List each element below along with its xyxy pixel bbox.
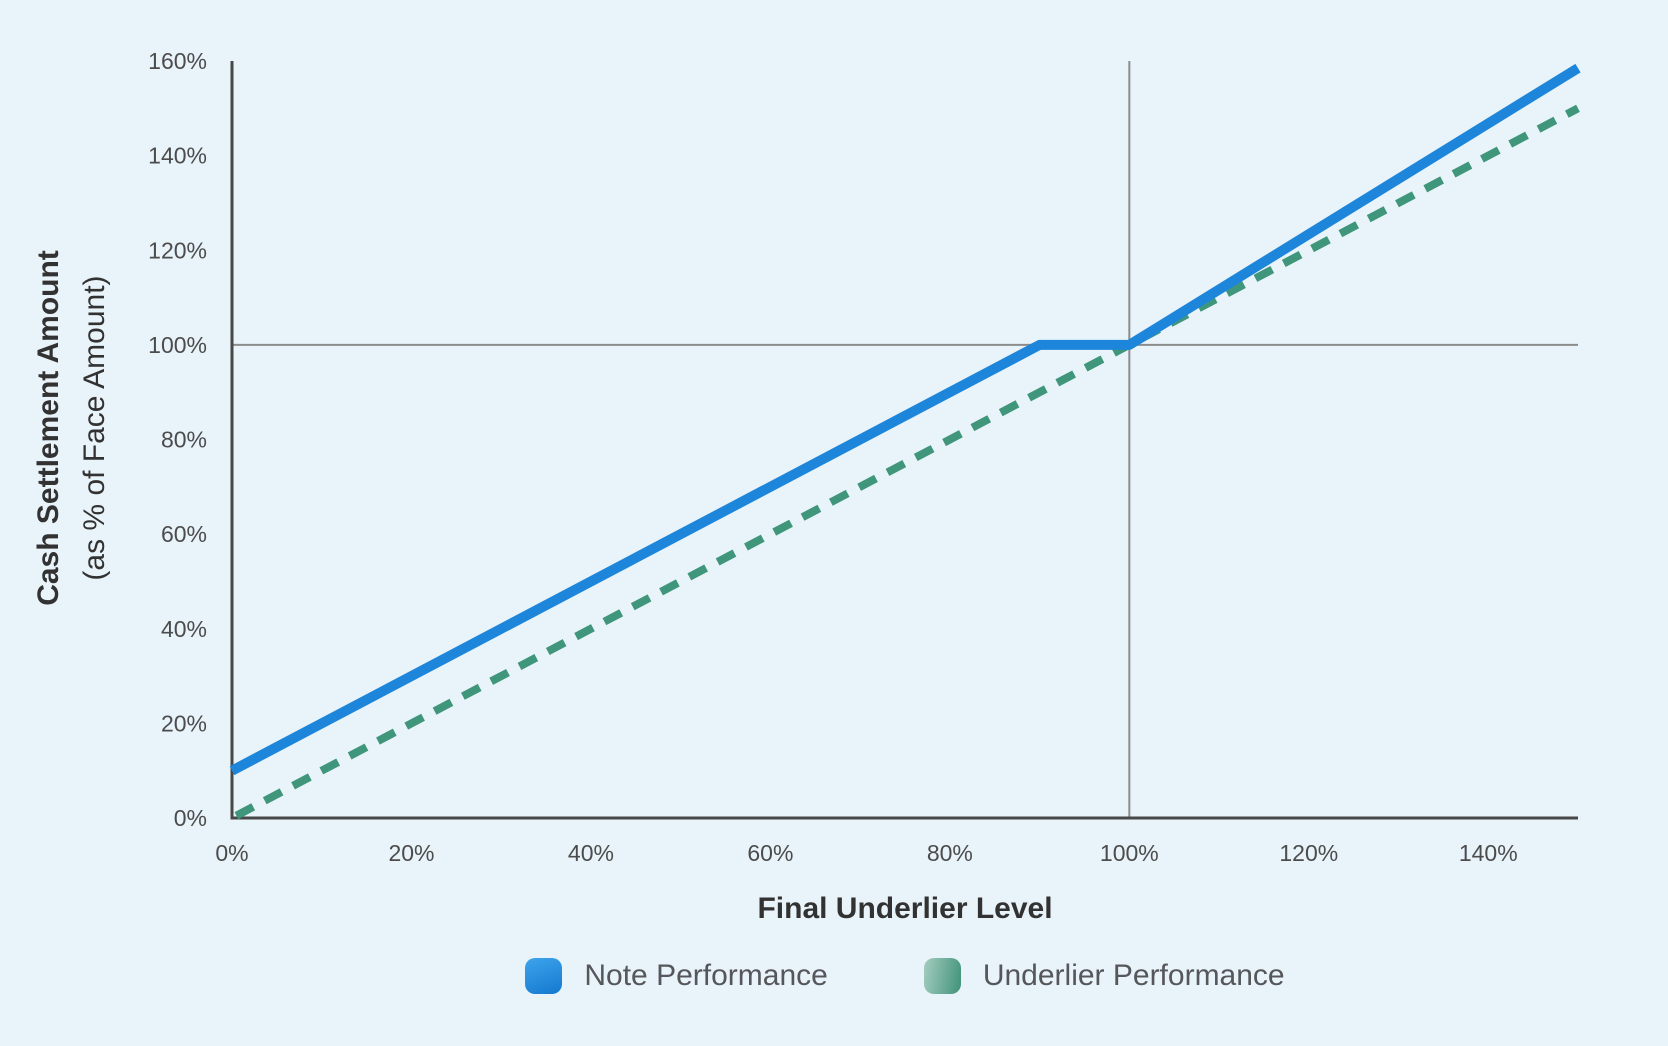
axis-lines [230, 61, 1578, 820]
note-performance-line [229, 63, 1581, 776]
x-tick-label: 140% [1459, 840, 1518, 866]
x-tick-label: 100% [1100, 840, 1159, 866]
x-tick-label: 40% [568, 840, 614, 866]
legend-label-note-performance: Note Performance [584, 959, 828, 992]
y-tick-label: 0% [174, 805, 207, 831]
note-performance-swatch-icon [525, 958, 563, 994]
y-tick-label: 120% [148, 237, 207, 263]
y-tick-label: 160% [148, 48, 207, 74]
x-tick-label: 120% [1279, 840, 1338, 866]
legend-item-underlier-performance: Underlier Performance [923, 958, 1285, 994]
x-axis-title: Final Underlier Level [757, 892, 1053, 925]
underlier-performance-line [230, 104, 1580, 822]
legend-item-note-performance: Note Performance [525, 958, 828, 994]
y-tick-label: 60% [161, 521, 207, 547]
underlier-performance-swatch-icon [923, 958, 961, 994]
x-tick-label: 60% [747, 840, 793, 866]
x-tick-label: 20% [388, 840, 434, 866]
x-tick-label: 0% [215, 840, 248, 866]
y-tick-label: 20% [161, 710, 207, 736]
y-tick-label: 80% [161, 427, 207, 453]
y-tick-label: 140% [148, 143, 207, 169]
legend: Note Performance Underlier Performance [232, 958, 1578, 994]
legend-label-underlier-performance: Underlier Performance [982, 959, 1285, 992]
y-tick-label: 40% [161, 616, 207, 642]
y-tick-label: 100% [148, 332, 207, 358]
x-tick-label: 80% [927, 840, 973, 866]
